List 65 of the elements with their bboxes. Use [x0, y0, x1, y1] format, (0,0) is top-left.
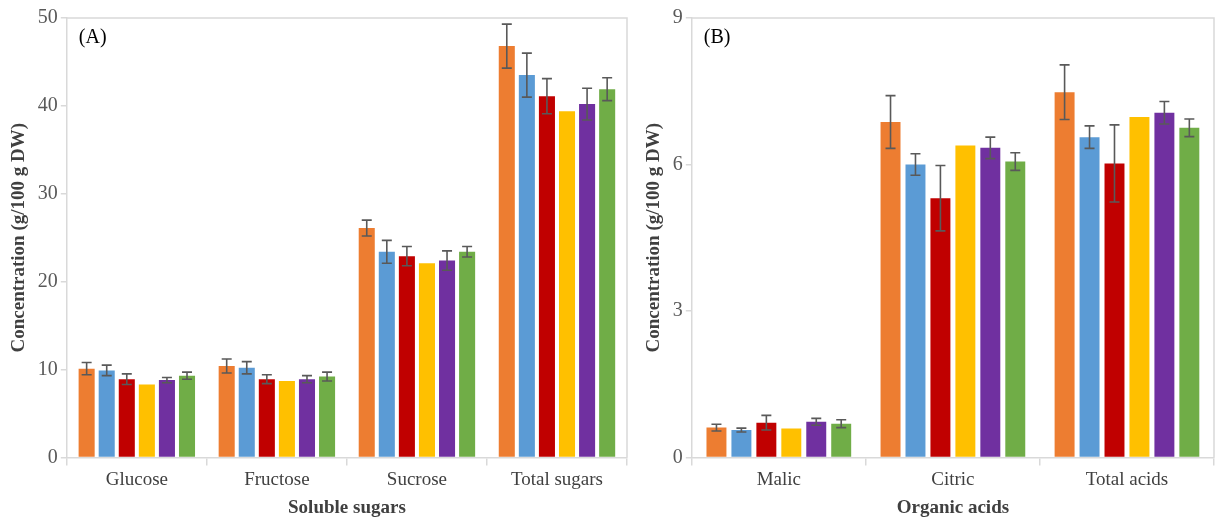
annotation: (A): [78, 25, 107, 49]
y-tick-label: 6: [672, 151, 683, 174]
bar: [1179, 127, 1200, 457]
x-tick-label: Malic: [756, 467, 801, 489]
y-tick-label: 0: [672, 444, 683, 467]
bar: [781, 428, 802, 457]
bar: [439, 260, 456, 457]
bar: [955, 145, 976, 457]
bar: [880, 121, 901, 457]
annotation: (B): [703, 25, 731, 49]
bar: [1005, 161, 1026, 457]
bar: [731, 430, 752, 457]
bar: [558, 111, 576, 457]
bar: [980, 147, 1001, 457]
bar: [831, 423, 852, 457]
bar: [1079, 137, 1100, 457]
x-axis-title: Organic acids: [896, 495, 1010, 517]
bar: [78, 368, 95, 457]
bar: [418, 263, 435, 457]
x-tick-label: Fructose: [244, 467, 310, 489]
x-tick-label: Total sugars: [510, 467, 604, 489]
bar: [278, 380, 295, 457]
bar: [258, 379, 275, 457]
y-axis-title: Concentration (g/100 g DW): [642, 122, 665, 353]
bar: [98, 370, 115, 457]
bar: [498, 46, 515, 457]
y-tick-label: 20: [37, 268, 58, 291]
bar: [756, 422, 777, 457]
bar: [1129, 117, 1150, 457]
y-tick-label: 10: [37, 356, 58, 379]
bar: [298, 379, 316, 457]
y-tick-label: 9: [672, 5, 683, 28]
y-tick-label: 40: [37, 93, 58, 116]
bar: [378, 251, 395, 457]
bar: [118, 379, 135, 457]
bar: [358, 228, 375, 457]
bar: [930, 198, 951, 457]
bar: [459, 251, 476, 457]
bar: [238, 367, 255, 457]
x-tick-label: Glucose: [105, 467, 168, 489]
y-tick-label: 30: [37, 181, 58, 204]
y-tick-label: 3: [672, 298, 683, 321]
bar: [806, 421, 827, 457]
bar: [706, 427, 727, 457]
bar: [599, 89, 616, 457]
bar: [538, 96, 555, 457]
bar: [398, 256, 415, 457]
y-axis-title: Concentration (g/100 g DW): [7, 122, 30, 353]
x-axis-title: Soluble sugars: [288, 495, 406, 517]
bar: [1104, 163, 1125, 457]
x-tick-label: Sucrose: [386, 467, 447, 489]
bar: [218, 366, 235, 457]
bar: [579, 104, 596, 457]
x-tick-label: Total acids: [1085, 467, 1169, 489]
bar: [518, 75, 535, 457]
bar: [138, 384, 155, 457]
y-tick-label: 0: [47, 444, 58, 467]
x-tick-label: Citric: [931, 467, 975, 489]
bar: [1054, 92, 1075, 457]
y-tick-label: 50: [37, 5, 58, 28]
bar: [1154, 112, 1175, 457]
bar: [178, 375, 196, 457]
bar: [905, 164, 926, 457]
bar: [158, 380, 175, 457]
bar: [319, 376, 336, 457]
